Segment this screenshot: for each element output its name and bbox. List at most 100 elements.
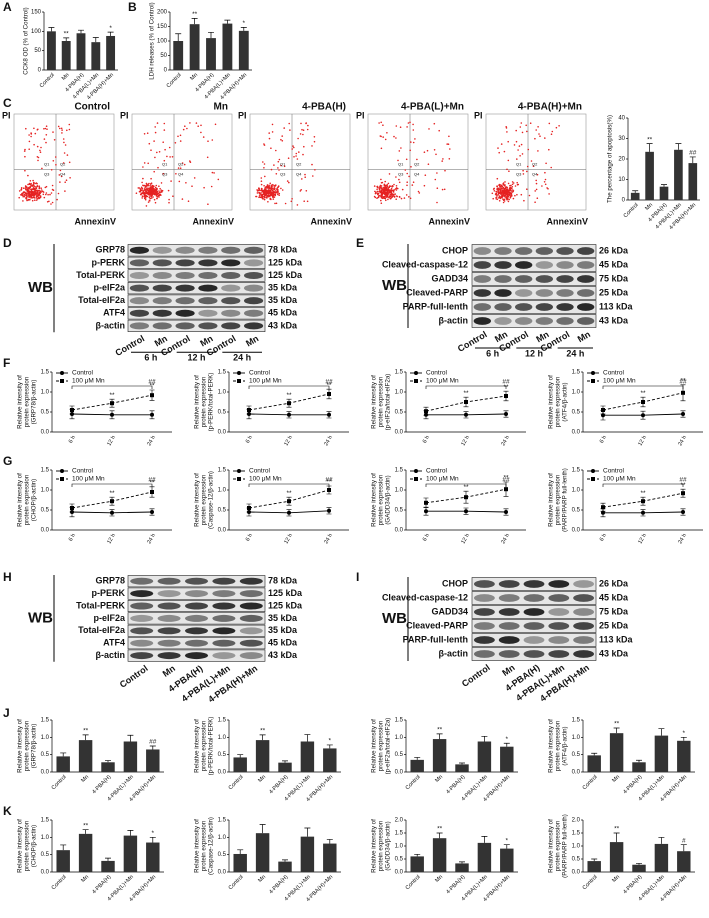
flow-dot bbox=[398, 195, 401, 198]
flow-dot bbox=[40, 189, 43, 191]
flow-dot bbox=[62, 162, 65, 164]
flow-dot bbox=[170, 180, 172, 182]
flow-dot bbox=[270, 184, 273, 186]
flow-dot bbox=[217, 178, 220, 181]
error-bar bbox=[149, 745, 156, 750]
point bbox=[601, 510, 605, 515]
error-bar bbox=[436, 733, 443, 740]
flow-dot bbox=[273, 186, 276, 188]
flow-dot bbox=[36, 185, 39, 188]
x-tick-label: Mn bbox=[80, 874, 90, 884]
y-tick-label: 0.0 bbox=[395, 528, 404, 534]
blot-band bbox=[198, 259, 218, 267]
y-tick-label: 0.5 bbox=[572, 752, 581, 758]
bar bbox=[146, 842, 160, 872]
flow-dot bbox=[154, 186, 157, 189]
flow-dot bbox=[306, 128, 309, 131]
blot-band bbox=[473, 622, 495, 630]
flow-dot bbox=[504, 181, 506, 183]
flow-dot bbox=[189, 160, 191, 162]
lane-label: Control bbox=[460, 662, 492, 689]
significance: ## bbox=[148, 477, 156, 484]
panel-letter: E bbox=[356, 236, 364, 250]
y-tick-label: 0 bbox=[38, 68, 42, 74]
blot-band bbox=[212, 590, 236, 598]
flow-dot bbox=[503, 188, 505, 191]
flow-dot bbox=[143, 195, 145, 198]
point bbox=[287, 412, 291, 417]
flow-dot bbox=[39, 149, 41, 152]
flow-dot bbox=[168, 198, 170, 201]
x-tick-label: Control bbox=[405, 774, 422, 791]
flow-dot bbox=[277, 167, 279, 169]
flow-dot bbox=[258, 192, 261, 195]
flow-dot bbox=[272, 195, 274, 197]
flow-dot bbox=[160, 182, 163, 184]
blot-band bbox=[494, 317, 512, 325]
x-tick-label: Control bbox=[582, 874, 599, 891]
flow-dot bbox=[154, 131, 157, 134]
bar bbox=[255, 833, 270, 872]
blot-band bbox=[175, 322, 195, 330]
y-axis-label: Relative intensity of bbox=[548, 719, 555, 773]
flow-dot bbox=[423, 151, 426, 153]
blot-band bbox=[498, 622, 520, 630]
flow-dot bbox=[395, 137, 397, 139]
flow-dot bbox=[507, 159, 510, 162]
flow-dot bbox=[139, 190, 142, 193]
bar bbox=[659, 186, 669, 200]
flow-dot bbox=[520, 122, 523, 124]
blot-band bbox=[157, 614, 181, 622]
y-tick-label: 0.0 bbox=[218, 870, 227, 876]
blot-band bbox=[239, 577, 263, 585]
flow-dot bbox=[388, 186, 391, 189]
flow-dot bbox=[497, 189, 500, 192]
flow-dot bbox=[295, 155, 297, 157]
flow-dot bbox=[385, 193, 388, 196]
flow-dot bbox=[281, 189, 284, 191]
flow-dot bbox=[33, 184, 35, 187]
blot-band bbox=[130, 627, 154, 635]
flow-dot bbox=[506, 131, 508, 133]
flow-dot bbox=[536, 173, 539, 176]
flow-dot bbox=[302, 133, 304, 136]
x-tick-label: 4-PBA(H) bbox=[91, 874, 112, 895]
flow-dot bbox=[536, 197, 539, 199]
blot-band bbox=[152, 284, 172, 292]
flow-dot bbox=[528, 194, 531, 197]
blot-band bbox=[473, 317, 492, 325]
y-tick-label: 1.0 bbox=[41, 390, 50, 396]
blot-band bbox=[175, 259, 195, 267]
error-bar bbox=[591, 752, 598, 756]
significance: * bbox=[152, 830, 155, 837]
error-bar bbox=[175, 33, 182, 41]
flow-dot bbox=[400, 197, 403, 200]
flow-dot bbox=[154, 156, 156, 159]
flow-dot bbox=[141, 192, 143, 194]
y-axis-label: (PARP/PARP full-lenth) bbox=[562, 814, 569, 878]
blot-band bbox=[157, 652, 181, 660]
y-tick-label: 1.0 bbox=[41, 735, 50, 741]
bar bbox=[688, 163, 698, 200]
flow-dot bbox=[406, 126, 408, 128]
lane-label: Mn bbox=[500, 662, 516, 678]
flow-dot bbox=[391, 194, 393, 197]
flow-dot bbox=[274, 202, 276, 205]
blot-band bbox=[556, 317, 574, 325]
blot-band bbox=[184, 627, 209, 635]
flow-dot bbox=[267, 187, 270, 189]
flow-dot bbox=[270, 147, 272, 149]
blot-band bbox=[243, 259, 264, 267]
error-bar bbox=[632, 190, 639, 193]
blot-band bbox=[129, 246, 150, 254]
significance: * bbox=[329, 738, 332, 745]
flow-dot bbox=[408, 175, 410, 178]
flow-dot bbox=[395, 189, 398, 191]
flow-dot bbox=[393, 195, 396, 197]
flow-dot bbox=[269, 182, 272, 185]
y-axis-label: protein expression bbox=[201, 376, 208, 427]
flow-dot bbox=[43, 128, 45, 130]
y-axis-label: protein expression bbox=[555, 474, 562, 525]
flow-dot bbox=[45, 125, 48, 127]
flow-dot bbox=[142, 190, 145, 192]
